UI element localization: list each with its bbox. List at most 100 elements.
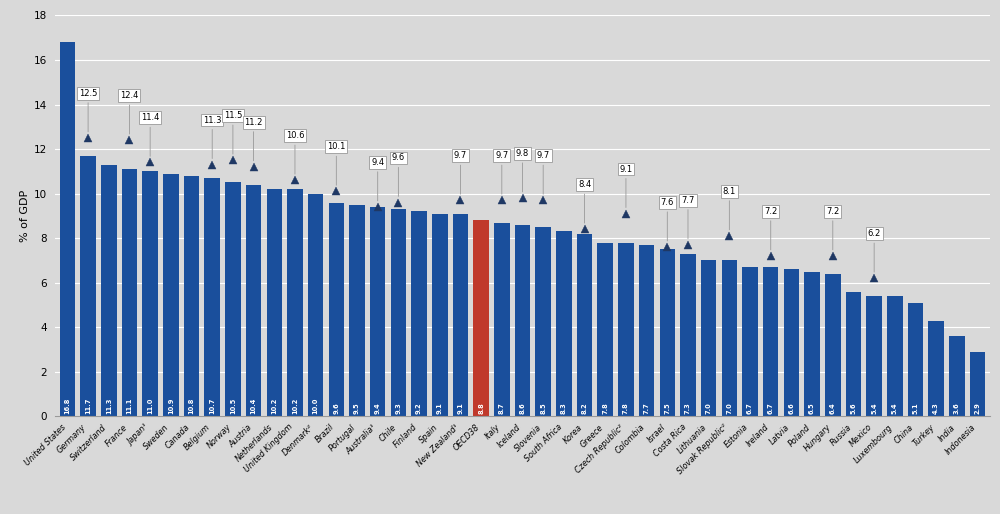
Text: 6.7: 6.7 [747, 402, 753, 414]
Bar [329, 203, 344, 416]
Text: 11.2: 11.2 [244, 118, 263, 161]
Text: 6.7: 6.7 [768, 402, 774, 414]
Text: 7.0: 7.0 [726, 402, 732, 414]
Text: 10.1: 10.1 [327, 142, 346, 185]
Y-axis label: % of GDP: % of GDP [20, 190, 30, 242]
Legend: 2019, 2020: 2019, 2020 [425, 14, 575, 37]
Bar [246, 185, 261, 416]
Text: 9.1: 9.1 [457, 402, 463, 414]
Bar [494, 223, 510, 416]
Bar [535, 227, 551, 416]
Bar [453, 214, 468, 416]
Text: 7.8: 7.8 [602, 402, 608, 414]
Text: 12.5: 12.5 [79, 89, 97, 132]
Bar [267, 189, 282, 416]
Text: 11.7: 11.7 [85, 397, 91, 414]
Bar [970, 352, 985, 416]
Bar [722, 261, 737, 416]
Text: 5.6: 5.6 [850, 402, 856, 414]
Bar [825, 274, 841, 416]
Text: 11.4: 11.4 [141, 113, 159, 156]
Text: 10.7: 10.7 [209, 397, 215, 414]
Bar [287, 189, 303, 416]
Bar [349, 205, 365, 416]
Bar [887, 296, 903, 416]
Bar [928, 321, 944, 416]
Bar [556, 231, 572, 416]
Text: 10.9: 10.9 [168, 397, 174, 414]
Text: 7.7: 7.7 [644, 402, 650, 414]
Text: 7.8: 7.8 [623, 402, 629, 414]
Text: 10.0: 10.0 [313, 397, 319, 414]
Text: 7.6: 7.6 [661, 198, 674, 241]
Text: 8.1: 8.1 [723, 187, 736, 230]
Text: 7.3: 7.3 [685, 402, 691, 414]
Text: 5.4: 5.4 [871, 402, 877, 414]
Text: 11.0: 11.0 [147, 397, 153, 414]
Text: 10.5: 10.5 [230, 397, 236, 414]
Bar [866, 296, 882, 416]
Text: 9.7: 9.7 [495, 151, 508, 194]
Bar [846, 291, 861, 416]
Bar [908, 303, 923, 416]
Text: 9.5: 9.5 [354, 402, 360, 414]
Text: 3.6: 3.6 [954, 402, 960, 414]
Text: 11.3: 11.3 [106, 397, 112, 414]
Text: 9.1: 9.1 [619, 164, 632, 208]
Text: 9.4: 9.4 [371, 158, 384, 201]
Text: 11.1: 11.1 [126, 397, 132, 414]
Bar [225, 182, 241, 416]
Text: 12.4: 12.4 [120, 91, 139, 134]
Bar [101, 164, 117, 416]
Bar [473, 221, 489, 416]
Text: 10.2: 10.2 [292, 397, 298, 414]
Text: 8.2: 8.2 [582, 402, 588, 414]
Text: 2.9: 2.9 [975, 402, 981, 414]
Text: 9.7: 9.7 [454, 151, 467, 194]
Bar [618, 243, 634, 416]
Bar [763, 267, 778, 416]
Bar [660, 249, 675, 416]
Text: 7.0: 7.0 [706, 402, 712, 414]
Bar [804, 271, 820, 416]
Bar [60, 42, 75, 416]
Text: 11.3: 11.3 [203, 116, 221, 158]
Text: 11.5: 11.5 [224, 111, 242, 154]
Text: 8.5: 8.5 [540, 402, 546, 414]
Text: 8.7: 8.7 [499, 402, 505, 414]
Text: 6.6: 6.6 [788, 402, 794, 414]
Text: 10.2: 10.2 [271, 397, 277, 414]
Text: 9.3: 9.3 [395, 402, 401, 414]
Text: 9.1: 9.1 [437, 402, 443, 414]
Bar [597, 243, 613, 416]
Bar [80, 156, 96, 416]
Bar [515, 225, 530, 416]
Text: 4.3: 4.3 [933, 402, 939, 414]
Text: 9.7: 9.7 [537, 151, 550, 194]
Text: 6.5: 6.5 [809, 402, 815, 414]
Text: 6.4: 6.4 [830, 402, 836, 414]
Text: 7.5: 7.5 [664, 402, 670, 414]
Text: 8.3: 8.3 [561, 402, 567, 414]
Bar [391, 209, 406, 416]
Text: 6.2: 6.2 [868, 229, 881, 272]
Text: 9.6: 9.6 [392, 153, 405, 196]
Text: 9.6: 9.6 [333, 402, 339, 414]
Text: 7.2: 7.2 [764, 207, 777, 250]
Text: 9.2: 9.2 [416, 402, 422, 414]
Bar [639, 245, 654, 416]
Bar [701, 261, 716, 416]
Text: 10.8: 10.8 [189, 397, 195, 414]
Text: 9.4: 9.4 [375, 402, 381, 414]
Text: 8.8: 8.8 [478, 402, 484, 414]
Bar [432, 214, 448, 416]
Bar [308, 194, 323, 416]
Bar [163, 174, 179, 416]
Text: 10.4: 10.4 [251, 397, 257, 414]
Bar [742, 267, 758, 416]
Bar [370, 207, 385, 416]
Bar [784, 269, 799, 416]
Bar [577, 234, 592, 416]
Bar [184, 176, 199, 416]
Text: 7.2: 7.2 [826, 207, 839, 250]
